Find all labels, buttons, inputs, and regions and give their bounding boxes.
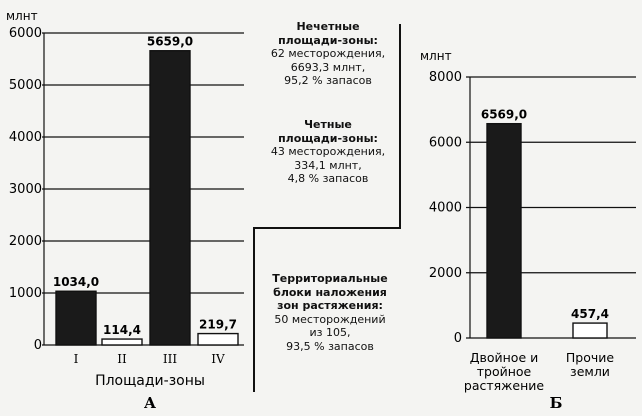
note-blocks-line-2: из 105,	[309, 326, 351, 339]
y-tick-label-b: 0	[454, 331, 462, 346]
x-tick-label-b-1: растяжение	[464, 378, 545, 393]
bars-b	[486, 122, 608, 339]
panel-letter-b: Б	[550, 394, 563, 412]
bar-b-2	[572, 322, 608, 339]
y-unit-label-b: млнт	[420, 49, 452, 63]
x-tick-label-b-2: Прочие	[566, 350, 614, 365]
y-tick-label-b: 4000	[429, 201, 462, 216]
x-tick-label-a-4: IV	[211, 352, 225, 366]
panel-divider	[253, 24, 401, 392]
note-even-line-3: 4,8 % запасов	[287, 172, 369, 185]
x-tick-label-a-2: II	[117, 352, 127, 366]
note-odd-zones: Нечетные площади-зоны: 62 месторождения,…	[258, 20, 398, 88]
note-even-line-2: 334,1 млнт,	[294, 158, 362, 172]
note-odd-heading-1: Нечетные	[296, 20, 360, 33]
note-odd-line-2: 6693,3 млнт,	[290, 60, 366, 74]
note-blocks-line-3: 93,5 % запасов	[286, 339, 374, 353]
note-blocks-line-1: 50 месторождений	[274, 312, 386, 326]
bar-a-1	[55, 290, 97, 346]
bar-b-1	[486, 122, 522, 339]
value-label-b-2: 457,4	[571, 307, 609, 321]
bars-a	[55, 50, 239, 346]
note-odd-heading-2: площади-зоны:	[278, 33, 378, 47]
note-even-heading-2: площади-зоны:	[278, 131, 378, 145]
x-axis-label-a: Площади-зоны	[95, 373, 205, 389]
chart-panel-a: млнт 0 1000 2000 3000 4000 5000 6000 1034,0 114…	[6, 9, 244, 412]
y-tick-label-b: 6000	[429, 135, 462, 150]
value-label-a-3: 5659,0	[147, 35, 193, 49]
x-tick-label-a-1: I	[74, 352, 79, 366]
y-tick-label-a: 1000	[9, 286, 42, 301]
value-label-a-4: 219,7	[199, 318, 237, 332]
bar-a-4	[197, 332, 239, 346]
value-labels-b: 6569,0 457,4	[481, 108, 609, 321]
note-even-line-1: 43 месторождения,	[270, 145, 386, 158]
bar-a-3	[149, 50, 191, 346]
y-tick-label-a: 6000	[9, 26, 42, 41]
y-tick-label-a: 2000	[9, 234, 42, 249]
x-tick-label-b-1: Двойное и	[470, 350, 539, 365]
note-even-heading-1: Четные	[304, 118, 352, 131]
note-blocks-heading-2: блоки наложения	[273, 285, 387, 299]
y-unit-label-a: млнт	[6, 9, 38, 23]
value-label-a-2: 114,4	[103, 323, 141, 337]
note-blocks-heading-1: Территориальные	[272, 272, 388, 285]
y-tick-labels-b: 0 2000 4000 6000 8000	[429, 70, 462, 346]
note-odd-line-1: 62 месторождения,	[270, 47, 386, 60]
value-labels-a: 1034,0 114,4 5659,0 219,7	[53, 35, 237, 337]
x-tick-label-a-3: III	[163, 352, 177, 366]
y-tick-labels-a: 0 1000 2000 3000 4000 5000 6000	[9, 26, 42, 353]
bar-a-2	[101, 338, 143, 346]
value-label-b-1: 6569,0	[481, 108, 527, 122]
note-odd-line-3: 95,2 % запасов	[284, 74, 372, 87]
note-extension-blocks: Территориальные блоки наложения зон раст…	[262, 272, 398, 353]
x-tick-label-b-2: земли	[570, 364, 610, 379]
panel-letter-a: А	[144, 394, 157, 412]
y-tick-label-a: 5000	[9, 78, 42, 93]
y-tick-label-a: 0	[34, 338, 42, 353]
note-even-zones: Четные площади-зоны: 43 месторождения, 3…	[258, 118, 398, 186]
gridlines-a	[42, 32, 244, 346]
y-tick-label-a: 4000	[9, 130, 42, 145]
y-tick-label-b: 8000	[429, 70, 462, 85]
y-tick-label-b: 2000	[429, 266, 462, 281]
value-label-a-1: 1034,0	[53, 275, 99, 289]
note-blocks-heading-3: зон растяжения:	[277, 299, 383, 312]
y-tick-label-a: 3000	[9, 182, 42, 197]
x-tick-labels-a: I II III IV	[74, 352, 225, 366]
chart-panel-b: млнт 0 2000 4000 6000 8000 6569,0 457,4 Двойн…	[420, 49, 636, 412]
x-tick-label-b-1: тройное	[477, 364, 532, 379]
